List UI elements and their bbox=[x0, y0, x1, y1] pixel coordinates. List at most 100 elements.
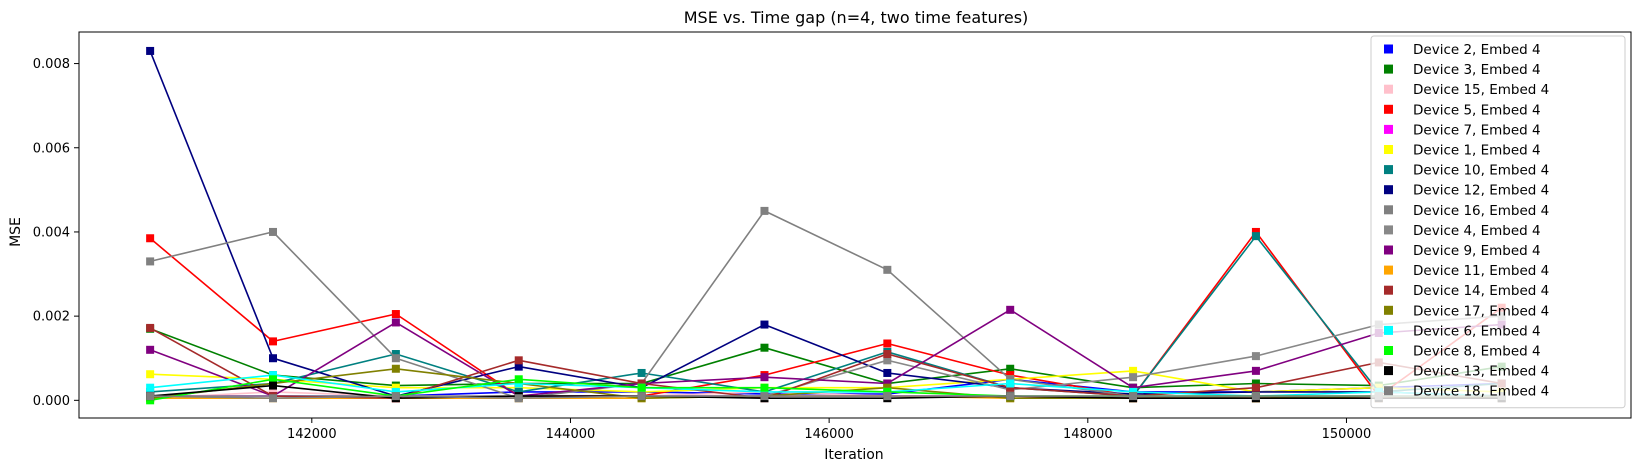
data-point-marker bbox=[1006, 371, 1015, 380]
data-point-marker bbox=[883, 339, 892, 348]
data-point-marker bbox=[1129, 387, 1138, 396]
legend-marker bbox=[1384, 225, 1393, 235]
data-point-marker bbox=[146, 323, 155, 332]
legend-entry-label: Device 9, Embed 4 bbox=[1413, 243, 1541, 259]
legend-marker bbox=[1384, 346, 1393, 355]
data-point-marker bbox=[391, 383, 400, 392]
data-point-marker bbox=[1251, 379, 1260, 388]
data-point-marker bbox=[146, 387, 155, 396]
legend-entry-label: Device 15, Embed 4 bbox=[1413, 82, 1549, 98]
legend-entry-label: Device 16, Embed 4 bbox=[1413, 203, 1549, 219]
series-line bbox=[149, 231, 1503, 397]
legend-marker bbox=[1384, 325, 1393, 335]
legend-entry-label: Device 18, Embed 4 bbox=[1413, 384, 1549, 400]
x-tick-label: 150000 bbox=[1322, 427, 1372, 442]
data-point-marker bbox=[269, 354, 277, 363]
data-point-marker bbox=[883, 356, 892, 365]
plot-frame bbox=[78, 31, 1632, 419]
data-point-marker bbox=[146, 234, 155, 243]
legend-entry-label: Device 11, Embed 4 bbox=[1413, 263, 1549, 279]
data-point-marker bbox=[269, 337, 277, 346]
legend-marker bbox=[1384, 366, 1393, 376]
legend-entry-label: Device 2, Embed 4 bbox=[1413, 42, 1541, 58]
legend-marker bbox=[1384, 124, 1393, 134]
data-point-marker bbox=[1129, 366, 1138, 375]
data-point-marker bbox=[760, 383, 769, 392]
y-tick-label: 0.000 bbox=[33, 394, 70, 409]
data-point-marker bbox=[514, 375, 523, 384]
data-point-marker bbox=[391, 354, 400, 363]
data-point-marker bbox=[1006, 375, 1015, 384]
data-point-marker bbox=[1251, 352, 1260, 361]
data-point-marker bbox=[146, 345, 155, 354]
data-point-marker bbox=[637, 368, 646, 377]
legend-marker bbox=[1384, 64, 1393, 74]
legend-marker bbox=[1384, 44, 1393, 54]
series-line bbox=[149, 308, 1502, 397]
data-point-marker bbox=[883, 350, 892, 359]
legend-marker bbox=[1384, 185, 1393, 195]
data-point-marker bbox=[269, 381, 277, 390]
data-point-marker bbox=[760, 206, 769, 215]
legend-frame bbox=[1370, 35, 1626, 409]
data-point-marker bbox=[883, 368, 892, 377]
series-line bbox=[149, 327, 1502, 400]
data-point-marker bbox=[391, 318, 400, 327]
x-tick-label: 148000 bbox=[1063, 427, 1113, 442]
data-point-marker bbox=[514, 362, 523, 371]
data-point-marker bbox=[1251, 387, 1260, 396]
y-tick-label: 0.006 bbox=[33, 141, 70, 156]
legend-entry-label: Device 13, Embed 4 bbox=[1413, 364, 1549, 380]
legend-marker bbox=[1384, 165, 1393, 175]
legend-entry-label: Device 12, Embed 4 bbox=[1413, 183, 1549, 199]
data-point-marker bbox=[391, 392, 400, 401]
legend-entry-label: Device 4, Embed 4 bbox=[1413, 223, 1541, 239]
legend-marker bbox=[1384, 145, 1393, 154]
y-tick-label: 0.002 bbox=[33, 310, 70, 325]
data-point-marker bbox=[760, 392, 769, 401]
data-point-marker bbox=[1251, 383, 1260, 392]
data-point-marker bbox=[391, 310, 400, 319]
data-point-marker bbox=[269, 375, 277, 384]
legend-entry-label: Device 3, Embed 4 bbox=[1413, 62, 1541, 78]
data-point-marker bbox=[883, 392, 892, 401]
legend-marker bbox=[1384, 84, 1393, 94]
data-point-marker bbox=[1006, 379, 1015, 388]
data-point-marker bbox=[146, 46, 155, 55]
data-point-marker bbox=[391, 350, 400, 359]
legend-marker bbox=[1384, 245, 1393, 255]
data-point-marker bbox=[514, 387, 523, 396]
data-point-marker bbox=[391, 387, 400, 396]
data-point-marker bbox=[637, 379, 646, 388]
data-point-marker bbox=[1129, 373, 1138, 382]
legend: Device 2, Embed 4 Device 3, Embed 4 Device… bbox=[1370, 35, 1626, 409]
legend-entry-label: Device 6, Embed 4 bbox=[1413, 323, 1541, 339]
y-axis: 0.000 0.002 0.004 0.006 0.008 bbox=[33, 57, 79, 409]
legend-entry-label: Device 5, Embed 4 bbox=[1413, 102, 1541, 118]
data-point-marker bbox=[146, 257, 155, 266]
data-point-marker bbox=[1251, 366, 1260, 375]
data-point-marker bbox=[883, 265, 892, 274]
y-tick-label: 0.008 bbox=[33, 57, 70, 72]
legend-marker bbox=[1384, 305, 1393, 315]
x-axis-label: Iteration bbox=[824, 447, 883, 463]
data-point-marker bbox=[146, 392, 155, 401]
data-point-marker bbox=[1251, 392, 1260, 401]
y-tick-label: 0.004 bbox=[33, 225, 70, 240]
data-point-marker bbox=[146, 370, 155, 379]
data-point-marker bbox=[269, 371, 277, 380]
data-point-marker bbox=[760, 343, 769, 352]
legend-entry-label: Device 14, Embed 4 bbox=[1413, 283, 1549, 299]
data-point-marker bbox=[146, 383, 155, 392]
data-point-marker bbox=[514, 356, 523, 365]
legend-entry-label: Device 8, Embed 4 bbox=[1413, 344, 1541, 360]
legend-marker bbox=[1384, 285, 1393, 295]
data-point-marker bbox=[514, 383, 523, 392]
data-point-marker bbox=[1006, 392, 1015, 401]
data-point-marker bbox=[883, 383, 892, 392]
legend-entry-label: Device 10, Embed 4 bbox=[1413, 163, 1549, 179]
y-axis-label: MSE bbox=[8, 217, 24, 247]
legend-marker bbox=[1384, 205, 1393, 215]
data-point-marker bbox=[1006, 364, 1015, 373]
data-point-marker bbox=[1006, 383, 1015, 392]
